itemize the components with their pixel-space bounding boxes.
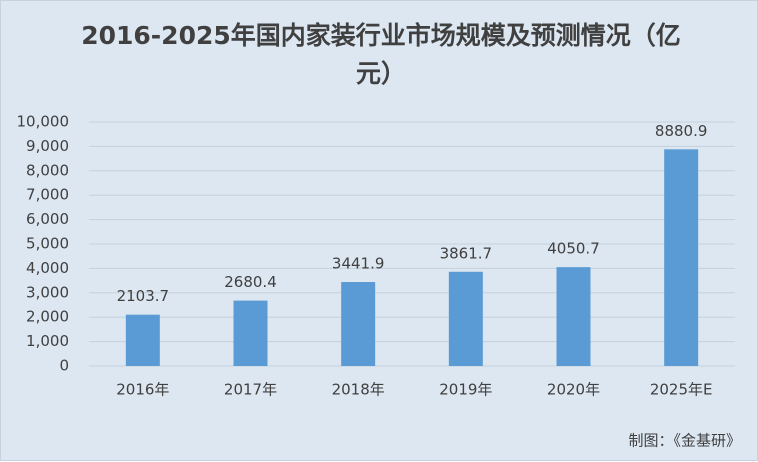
y-tick-label: 3,000	[26, 283, 69, 301]
y-tick-label: 1,000	[26, 332, 69, 350]
bar	[664, 149, 699, 366]
y-tick-label: 0	[59, 357, 69, 375]
data-label: 3861.7	[440, 244, 493, 262]
data-label: 8880.9	[655, 122, 708, 140]
x-tick-label: 2019年	[439, 381, 492, 399]
data-label: 2103.7	[117, 287, 170, 305]
bar	[448, 271, 483, 366]
y-tick-label: 6,000	[26, 210, 69, 228]
y-tick-label: 7,000	[26, 186, 69, 204]
y-tick-label: 5,000	[26, 235, 69, 253]
y-tick-label: 2,000	[26, 308, 69, 326]
data-label: 3441.9	[332, 255, 385, 273]
data-label: 4050.7	[547, 240, 600, 258]
y-tick-label: 8,000	[26, 161, 69, 179]
x-tick-label: 2020年	[547, 381, 600, 399]
x-tick-label: 2017年	[224, 381, 277, 399]
bar	[125, 314, 160, 366]
data-label: 2680.4	[224, 273, 277, 291]
source-note: 制图：《金基研》	[628, 432, 741, 450]
y-tick-label: 9,000	[26, 137, 69, 155]
bar	[233, 300, 268, 366]
x-tick-label: 2016年	[116, 381, 169, 399]
chart-title: 2016-2025年国内家装行业市场规模及预测情况（亿元）	[81, 21, 681, 88]
y-tick-label: 10,000	[17, 113, 70, 131]
bar	[341, 282, 376, 366]
y-tick-label: 4,000	[26, 259, 69, 277]
bar	[556, 267, 591, 366]
x-tick-label: 2018年	[332, 381, 385, 399]
x-tick-label: 2025年E	[650, 381, 713, 399]
